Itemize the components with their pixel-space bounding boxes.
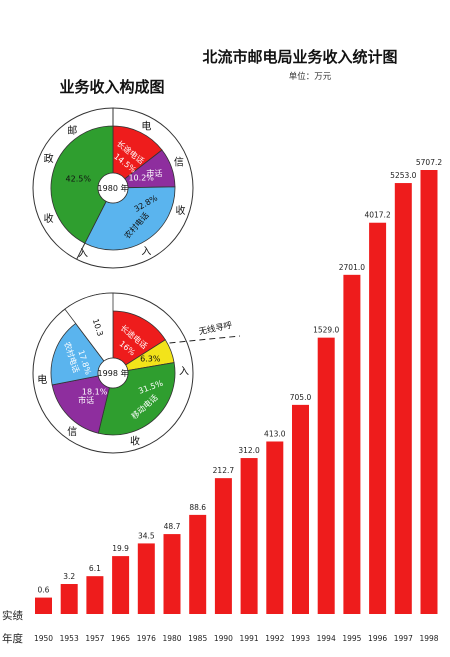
ring-divider (76, 243, 86, 260)
year-tick-label: 1965 (111, 634, 130, 643)
slice-label: 18.1% (82, 387, 108, 396)
bar-value-label: 88.6 (189, 503, 206, 512)
bar-1996 (369, 222, 387, 614)
bar-value-label: 3.2 (63, 572, 75, 581)
slice-label: 6.3% (140, 355, 161, 364)
slice-label: 市话 (78, 395, 94, 405)
ring-character: 收 (44, 212, 54, 225)
year-tick-label: 1995 (342, 634, 361, 643)
year-tick-label: 1992 (265, 634, 284, 643)
slice-label: 42.5% (66, 175, 92, 184)
bar-value-label: 705.0 (290, 393, 312, 402)
year-tick-label: 1996 (368, 634, 387, 643)
bar-value-label: 0.6 (38, 586, 50, 595)
row-label-value: 实绩 (2, 609, 23, 622)
bar-1976 (137, 543, 155, 614)
ring-character: 入 (78, 248, 88, 259)
ring-character: 政 (44, 152, 54, 165)
year-tick-label: 1997 (394, 634, 413, 643)
bar-1994 (317, 337, 335, 614)
year-tick-label: 1950 (34, 634, 53, 643)
year-tick-label: 1980 (162, 634, 181, 643)
year-tick-label: 1998 (419, 634, 438, 643)
bar-value-label: 5707.2 (416, 158, 442, 167)
annotation-leader (169, 335, 241, 344)
unit-label: 单位：万元 (289, 71, 332, 82)
year-tick-label: 1994 (317, 634, 336, 643)
ring-character: 收 (176, 204, 186, 217)
row-label-year: 年度 (2, 632, 23, 645)
year-tick-label: 1985 (188, 634, 207, 643)
bar-value-label: 5253.0 (390, 171, 416, 180)
composition-title: 业务收入构成图 (59, 78, 164, 96)
annotation-label: 无线寻呼 (198, 320, 234, 338)
slice-label: 10.2% (128, 174, 154, 183)
ring-character: 邮 (67, 124, 77, 137)
bar-1965 (112, 556, 130, 614)
bar-value-label: 413.0 (264, 429, 286, 438)
year-tick-label: 1991 (240, 634, 259, 643)
bar-1997 (394, 183, 412, 614)
pie-chart-1998: 1998 年长途电话16%6.3%移动电话31.5%市话18.1%农村电话17.… (32, 292, 241, 454)
year-tick-label: 1957 (85, 634, 104, 643)
bar-1991 (240, 458, 258, 614)
bar-value-label: 19.9 (112, 544, 129, 553)
bar-value-label: 312.0 (238, 446, 260, 455)
bar-chart: 0.6 1950 3.2 1953 6.1 1957 19.9 1965 34.5 1976 48.… (34, 158, 442, 643)
ring-character: 入 (141, 247, 151, 258)
bar-value-label: 4017.2 (364, 211, 390, 220)
bar-1993 (292, 404, 309, 614)
bar-1985 (189, 514, 207, 614)
bar-value-label: 212.7 (213, 466, 235, 475)
ring-character: 信 (174, 156, 184, 168)
bar-1998 (420, 170, 438, 614)
ring-character: 电 (141, 119, 151, 132)
pie-center (97, 357, 129, 389)
year-tick-label: 1953 (60, 634, 79, 643)
bar-value-label: 2701.0 (339, 263, 365, 272)
ring-character: 电 (37, 373, 47, 386)
year-tick-label: 1976 (137, 634, 156, 643)
pie-center (97, 172, 129, 204)
year-tick-label: 1990 (214, 634, 233, 643)
bar-1990 (214, 478, 232, 614)
bar-1957 (86, 576, 104, 614)
bar-value-label: 48.7 (164, 522, 181, 531)
bar-value-label: 34.5 (138, 531, 155, 540)
year-tick-label: 1993 (291, 634, 310, 643)
bar-value-label: 1529.0 (313, 326, 339, 335)
center-label-1998: 1998 年 (98, 368, 129, 378)
center-label-1980: 1980 年 (98, 183, 129, 193)
bar-1992 (266, 441, 284, 614)
bar-value-label: 6.1 (89, 564, 101, 573)
slice-label: 市话 (146, 168, 162, 178)
ring-character: 信 (67, 426, 77, 438)
ring-character: 收 (130, 435, 140, 448)
bar-1953 (60, 584, 78, 614)
ring-character: 入 (179, 367, 189, 378)
bar-1950 (35, 597, 52, 614)
main-title: 北流市邮电局业务收入统计图 (202, 48, 397, 66)
bar-1980 (163, 534, 181, 614)
bar-1995 (343, 274, 361, 614)
